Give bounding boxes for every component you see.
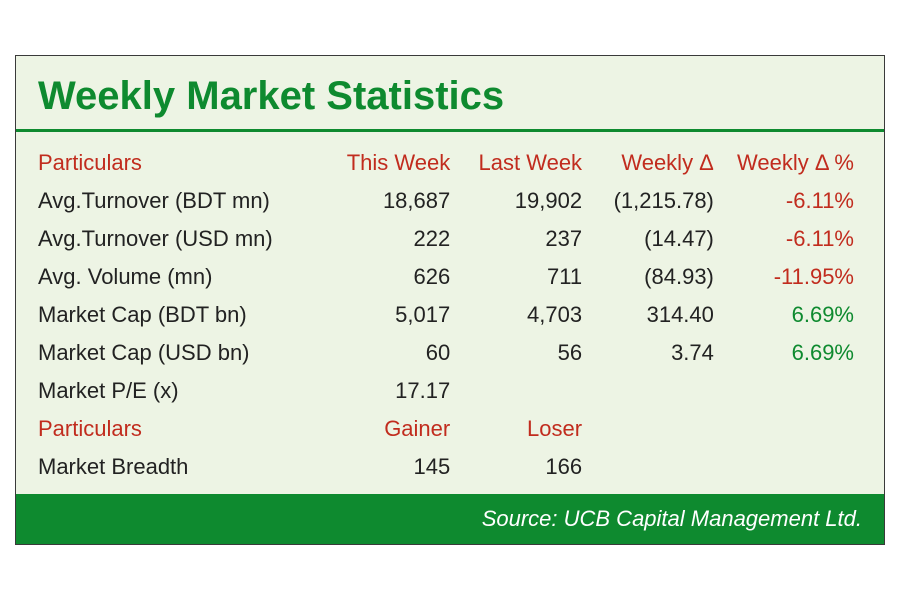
- cell-delta: 3.74: [590, 334, 722, 372]
- cell-this-week: 60: [318, 334, 458, 372]
- stats-body: Avg.Turnover (BDT mn) 18,687 19,902 (1,2…: [38, 182, 862, 486]
- cell-pct: 6.69%: [722, 296, 862, 334]
- cell-label: Avg. Volume (mn): [38, 258, 318, 296]
- cell-this-week: 5,017: [318, 296, 458, 334]
- cell-loser: 166: [458, 448, 590, 486]
- cell-this-week: 18,687: [318, 182, 458, 220]
- cell-pct: -6.11%: [722, 182, 862, 220]
- sec2-empty: [722, 410, 862, 448]
- sec2-particulars: Particulars: [38, 410, 318, 448]
- cell-this-week: 626: [318, 258, 458, 296]
- cell-label: Avg.Turnover (BDT mn): [38, 182, 318, 220]
- cell-label: Avg.Turnover (USD mn): [38, 220, 318, 258]
- table-row: Avg.Turnover (USD mn) 222 237 (14.47) -6…: [38, 220, 862, 258]
- cell-label: Market Breadth: [38, 448, 318, 486]
- cell-pct: 6.69%: [722, 334, 862, 372]
- cell-last-week: 56: [458, 334, 590, 372]
- cell-delta: (84.93): [590, 258, 722, 296]
- section2-header-row: Particulars Gainer Loser: [38, 410, 862, 448]
- cell-label: Market P/E (x): [38, 372, 318, 410]
- col-this-week: This Week: [318, 144, 458, 182]
- cell-this-week: 17.17: [318, 372, 458, 410]
- cell-last-week: 19,902: [458, 182, 590, 220]
- table-row: Avg. Volume (mn) 626 711 (84.93) -11.95%: [38, 258, 862, 296]
- card-title: Weekly Market Statistics: [16, 56, 884, 129]
- table-row: Market Cap (USD bn) 60 56 3.74 6.69%: [38, 334, 862, 372]
- market-stats-card: Weekly Market Statistics Particulars Thi…: [15, 55, 885, 545]
- table-row: Avg.Turnover (BDT mn) 18,687 19,902 (1,2…: [38, 182, 862, 220]
- cell-label: Market Cap (USD bn): [38, 334, 318, 372]
- sec2-gainer: Gainer: [318, 410, 458, 448]
- col-weekly-delta: Weekly Δ: [590, 144, 722, 182]
- cell-label: Market Cap (BDT bn): [38, 296, 318, 334]
- cell-last-week: 237: [458, 220, 590, 258]
- cell-last-week: 711: [458, 258, 590, 296]
- table-container: Particulars This Week Last Week Weekly Δ…: [16, 144, 884, 494]
- cell-pct: -6.11%: [722, 220, 862, 258]
- cell-empty: [590, 448, 722, 486]
- table-row: Market P/E (x) 17.17: [38, 372, 862, 410]
- title-underline: [16, 129, 884, 132]
- sec2-loser: Loser: [458, 410, 590, 448]
- cell-this-week: 222: [318, 220, 458, 258]
- cell-pct: [722, 372, 862, 410]
- cell-delta: (1,215.78): [590, 182, 722, 220]
- cell-delta: (14.47): [590, 220, 722, 258]
- cell-last-week: [458, 372, 590, 410]
- source-footer: Source: UCB Capital Management Ltd.: [16, 494, 884, 544]
- cell-delta: 314.40: [590, 296, 722, 334]
- cell-gainer: 145: [318, 448, 458, 486]
- stats-table: Particulars This Week Last Week Weekly Δ…: [38, 144, 862, 486]
- table-row: Market Breadth 145 166: [38, 448, 862, 486]
- cell-empty: [722, 448, 862, 486]
- sec2-empty: [590, 410, 722, 448]
- table-row: Market Cap (BDT bn) 5,017 4,703 314.40 6…: [38, 296, 862, 334]
- col-weekly-delta-pct: Weekly Δ %: [722, 144, 862, 182]
- table-header-row: Particulars This Week Last Week Weekly Δ…: [38, 144, 862, 182]
- cell-pct: -11.95%: [722, 258, 862, 296]
- col-particulars: Particulars: [38, 144, 318, 182]
- col-last-week: Last Week: [458, 144, 590, 182]
- cell-last-week: 4,703: [458, 296, 590, 334]
- cell-delta: [590, 372, 722, 410]
